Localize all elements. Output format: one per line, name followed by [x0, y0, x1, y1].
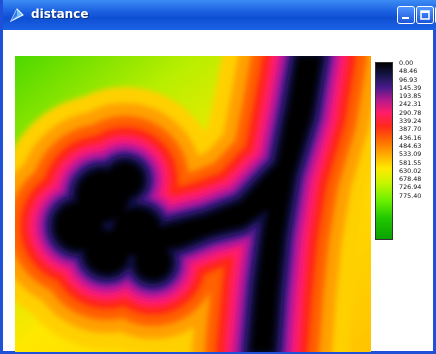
colorbar-label: 242.31	[399, 100, 422, 109]
minimize-icon	[402, 17, 409, 19]
colorbar-label: 193.85	[399, 92, 422, 101]
colorbar	[375, 62, 393, 240]
colorbar-label: 145.39	[399, 83, 422, 92]
colorbar-label: 0.00	[399, 59, 414, 67]
colorbar-label: 726.94	[399, 183, 422, 192]
colorbar-label: 290.78	[399, 108, 422, 117]
colorbar-label: 533.09	[399, 150, 422, 159]
maximize-button[interactable]	[416, 6, 434, 24]
colorbar-label: 387.70	[399, 125, 422, 134]
distance-map-image	[15, 56, 371, 352]
colorbar-label: 339.24	[399, 117, 422, 126]
app-logo-icon	[9, 7, 25, 23]
colorbar-labels: 0.00 48.46 96.93 145.39 193.85 242.31 29…	[399, 59, 436, 200]
window-title: distance	[31, 7, 89, 21]
colorbar-label: 678.48	[399, 175, 422, 184]
minimize-button[interactable]	[397, 6, 415, 24]
colorbar-label: 775.40	[399, 191, 422, 200]
colorbar-label: 484.63	[399, 141, 422, 150]
colorbar-label: 96.93	[399, 75, 418, 84]
maximize-icon	[420, 10, 430, 20]
title-bar[interactable]: distance	[3, 0, 436, 30]
colorbar-label: 436.16	[399, 133, 422, 142]
colorbar-label: 48.46	[399, 67, 418, 76]
colorbar-label: 581.55	[399, 158, 422, 167]
colorbar-label: 630.02	[399, 166, 422, 175]
